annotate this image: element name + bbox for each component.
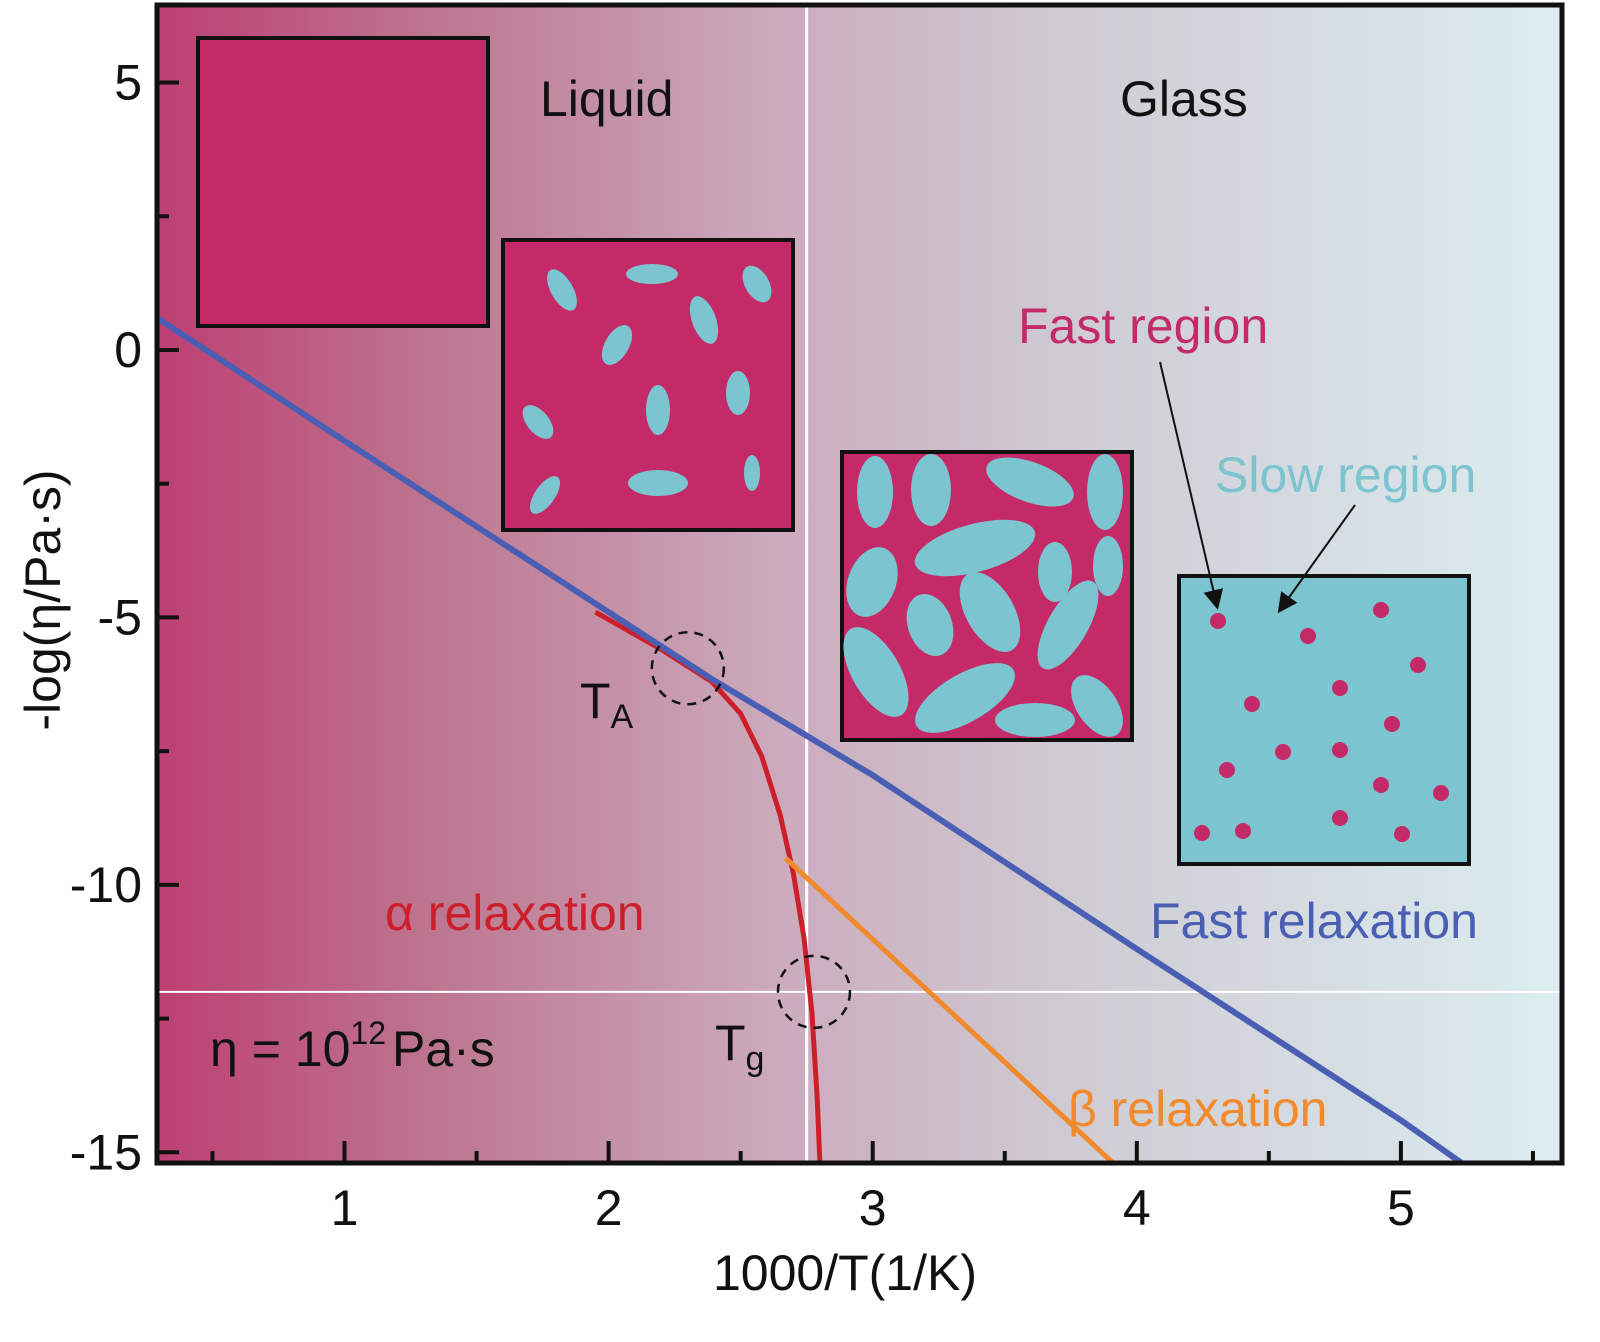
x-tick-label: 5 xyxy=(1387,1180,1415,1236)
x-axis-title: 1000/T(1/K) xyxy=(713,1245,977,1301)
glass-label: Glass xyxy=(1120,71,1248,127)
tg-marker-circle xyxy=(776,954,852,1030)
fast-region-arrow xyxy=(1159,361,1224,610)
x-tick-label: 3 xyxy=(859,1180,887,1236)
viscosity-annotation: η = 1012 Pa·s xyxy=(210,1015,495,1077)
slow-region-label: Slow region xyxy=(1215,447,1476,503)
fast-region-label: Fast region xyxy=(1018,298,1268,354)
series-line-2 xyxy=(783,856,1115,1165)
alpha-relaxation-label: α relaxation xyxy=(385,885,645,941)
series-line-0 xyxy=(155,315,1464,1166)
inset-supercooled-clusters xyxy=(840,450,1134,742)
liquid-label: Liquid xyxy=(540,71,673,127)
fast-relaxation-label: Fast relaxation xyxy=(1150,893,1478,949)
inset-liquid-homogeneous xyxy=(196,36,490,328)
x-tick-label: 2 xyxy=(595,1180,623,1236)
ta-marker-circle xyxy=(650,630,726,706)
x-tick-label: 1 xyxy=(331,1180,359,1236)
slow-region-arrow xyxy=(1277,504,1356,614)
y-tick-label: -5 xyxy=(98,589,142,645)
ta-label: TA xyxy=(580,673,634,736)
y-tick-label: -10 xyxy=(70,857,142,913)
y-tick-label: -15 xyxy=(70,1124,142,1180)
tg-label: Tg xyxy=(715,1015,764,1078)
inset-liquid-clusters xyxy=(501,238,795,532)
inset-glass-fast-slow xyxy=(1177,574,1471,866)
beta-relaxation-label: β relaxation xyxy=(1068,1081,1327,1137)
y-tick-label: 5 xyxy=(114,55,142,111)
y-tick-label: 0 xyxy=(114,322,142,378)
plot-frame xyxy=(154,2,1565,1166)
x-tick-label: 4 xyxy=(1123,1180,1151,1236)
y-axis-title: -log(η/Pa·s) xyxy=(15,469,71,730)
